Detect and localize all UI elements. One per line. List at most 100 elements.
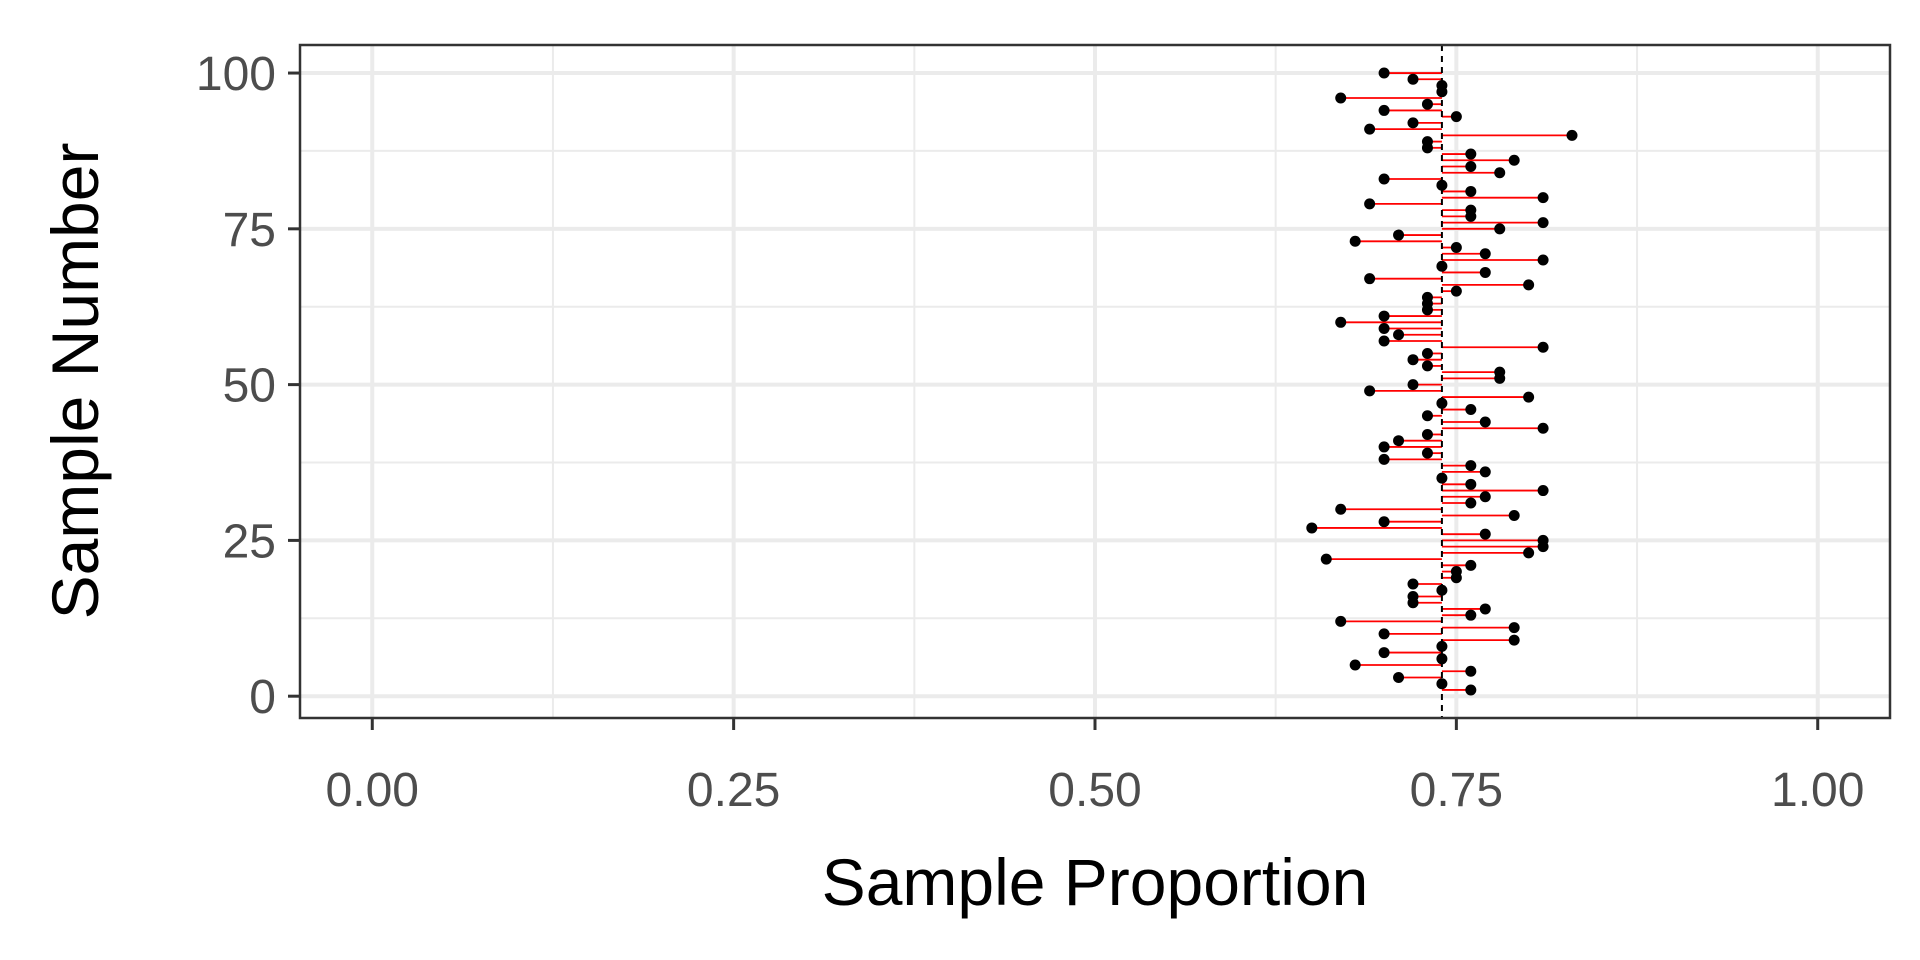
sample-point [1407, 354, 1419, 366]
sample-point [1436, 584, 1448, 596]
sample-point [1421, 347, 1433, 359]
sample-point [1537, 422, 1549, 434]
x-axis-title: Sample Proportion [822, 845, 1369, 919]
y-tick-label: 100 [196, 48, 276, 101]
sample-point [1364, 123, 1376, 135]
sample-point [1465, 161, 1477, 173]
sample-point [1537, 217, 1549, 229]
sample-point [1378, 310, 1390, 322]
sample-point [1465, 559, 1477, 571]
sample-point [1508, 154, 1520, 166]
sample-point [1465, 148, 1477, 160]
sample-point [1436, 397, 1448, 409]
sample-point [1436, 653, 1448, 665]
sample-point [1393, 229, 1405, 241]
sample-point [1421, 98, 1433, 110]
sample-point [1479, 491, 1491, 503]
y-axis-title: Sample Number [38, 143, 112, 620]
x-tick-label: 0.50 [1048, 764, 1141, 817]
sample-point [1364, 385, 1376, 397]
y-tick-label: 75 [223, 204, 276, 257]
sample-point [1523, 391, 1535, 403]
sample-point [1450, 566, 1462, 578]
sample-point [1436, 640, 1448, 652]
sample-point [1537, 254, 1549, 266]
sample-point [1450, 242, 1462, 254]
x-axis: 0.00 0.25 0.50 0.75 1.00 [326, 718, 1864, 817]
sample-point [1335, 92, 1347, 104]
sample-point [1465, 497, 1477, 509]
sample-point [1364, 273, 1376, 285]
sample-point [1349, 235, 1361, 247]
x-tick-label: 0.25 [687, 764, 780, 817]
sample-point [1537, 534, 1549, 546]
sample-point [1335, 316, 1347, 328]
sample-point [1494, 167, 1506, 179]
sample-point [1494, 223, 1506, 235]
sample-point [1407, 590, 1419, 602]
sample-point [1450, 111, 1462, 123]
sample-point [1393, 671, 1405, 683]
sample-point [1537, 485, 1549, 497]
sample-point [1335, 503, 1347, 515]
sample-point [1537, 341, 1549, 353]
y-tick-label: 50 [223, 360, 276, 413]
sample-point [1378, 335, 1390, 347]
sample-point [1378, 173, 1390, 185]
y-axis: 0 25 50 75 100 [196, 48, 300, 724]
sample-point [1479, 248, 1491, 260]
sample-point [1465, 684, 1477, 696]
sample-point [1523, 279, 1535, 291]
sample-point [1479, 528, 1491, 540]
sample-point [1508, 509, 1520, 521]
x-tick-label: 0.75 [1410, 764, 1503, 817]
y-tick-label: 25 [223, 515, 276, 568]
sample-point [1421, 410, 1433, 422]
sample-point [1378, 453, 1390, 465]
sample-point [1479, 466, 1491, 478]
sample-point [1320, 553, 1332, 565]
sample-point [1378, 104, 1390, 116]
sample-point [1436, 678, 1448, 690]
sample-points [1306, 67, 1578, 696]
sample-point [1436, 260, 1448, 272]
sample-point [1421, 136, 1433, 148]
sample-point [1508, 634, 1520, 646]
sample-point [1378, 516, 1390, 528]
sample-point [1523, 547, 1535, 559]
sample-point [1306, 522, 1318, 534]
sample-point [1465, 665, 1477, 677]
sample-point [1378, 441, 1390, 453]
sample-point [1421, 428, 1433, 440]
sample-point [1436, 472, 1448, 484]
sample-point [1393, 329, 1405, 341]
sample-point [1407, 73, 1419, 85]
sample-point [1479, 416, 1491, 428]
sample-point [1335, 615, 1347, 627]
sample-point [1436, 80, 1448, 92]
sample-point [1407, 117, 1419, 129]
sample-point [1465, 460, 1477, 472]
sample-point [1421, 447, 1433, 459]
sample-point [1465, 478, 1477, 490]
grid [300, 45, 1890, 718]
sample-point [1378, 628, 1390, 640]
sample-point [1378, 67, 1390, 79]
sample-point [1465, 404, 1477, 416]
sample-point [1479, 603, 1491, 615]
sample-point [1364, 198, 1376, 210]
sample-point [1479, 266, 1491, 278]
sample-point [1407, 379, 1419, 391]
sample-point [1450, 285, 1462, 297]
sample-point [1537, 192, 1549, 204]
sample-point [1508, 622, 1520, 634]
sample-point [1378, 647, 1390, 659]
x-tick-label: 0.00 [326, 764, 419, 817]
sample-point [1465, 185, 1477, 197]
sample-point [1465, 204, 1477, 216]
sample-point [1436, 179, 1448, 191]
sample-point [1349, 659, 1361, 671]
sample-point [1378, 323, 1390, 335]
sample-point [1465, 609, 1477, 621]
